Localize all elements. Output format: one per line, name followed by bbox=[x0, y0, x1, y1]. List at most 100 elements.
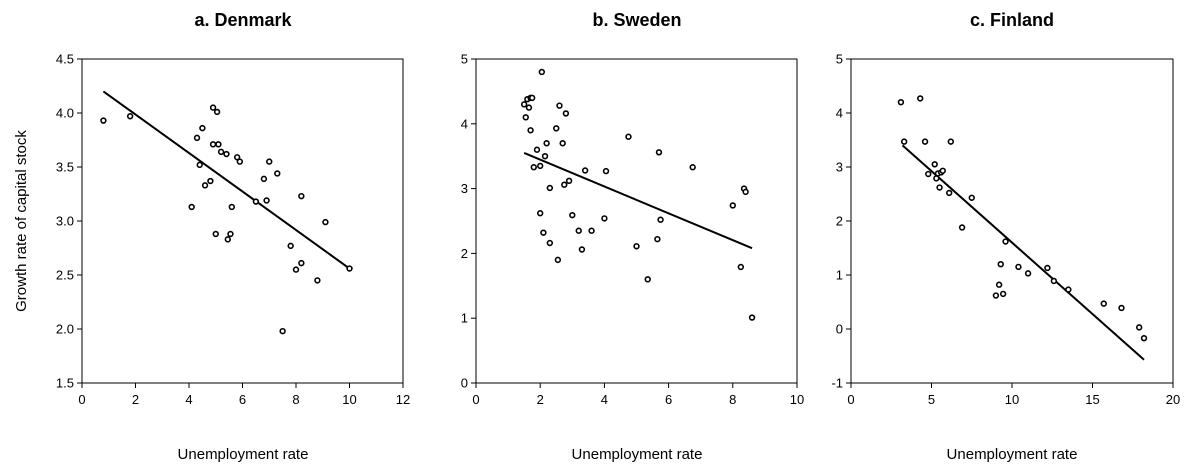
data-point bbox=[1044, 264, 1051, 272]
data-point bbox=[936, 184, 943, 191]
data-point bbox=[569, 211, 576, 219]
data-point bbox=[578, 246, 586, 253]
data-point bbox=[644, 276, 651, 283]
y-tick-label: 5 bbox=[461, 52, 468, 67]
x-tick-label: 6 bbox=[665, 392, 672, 407]
x-tick-label: 8 bbox=[729, 392, 736, 407]
y-tick-label: 2 bbox=[461, 246, 468, 261]
x-axis-label: Unemployment rate bbox=[572, 446, 703, 463]
data-point bbox=[581, 167, 589, 174]
data-point bbox=[925, 170, 932, 178]
y-tick-label: 0 bbox=[836, 322, 843, 337]
data-point bbox=[520, 101, 528, 108]
data-point bbox=[968, 194, 975, 201]
y-tick-label: 4.0 bbox=[56, 106, 74, 121]
x-axis-label: Unemployment rate bbox=[178, 446, 309, 463]
x-tick-label: 2 bbox=[132, 392, 139, 407]
data-point bbox=[252, 198, 260, 205]
data-point bbox=[657, 216, 664, 223]
data-point bbox=[900, 138, 908, 145]
data-point bbox=[536, 210, 544, 217]
data-point bbox=[266, 158, 273, 165]
data-point bbox=[565, 177, 573, 185]
data-point bbox=[602, 167, 610, 175]
data-point bbox=[287, 242, 294, 250]
x-tick-label: 0 bbox=[78, 392, 85, 407]
x-tick-label: 4 bbox=[185, 392, 192, 407]
data-point bbox=[209, 141, 217, 148]
data-point bbox=[217, 148, 225, 156]
x-tick-label: 5 bbox=[928, 392, 935, 407]
data-point bbox=[279, 327, 286, 335]
data-point bbox=[188, 203, 195, 211]
y-axis-label: Growth rate of capital stock bbox=[13, 130, 30, 312]
panel-finland: c. Finland Unemployment rate 0 5 10 15 20-10… bbox=[831, 10, 1180, 463]
data-point bbox=[100, 117, 107, 124]
panel-denmark: a. Denmark Unemployment rate 0 2 4 6 8 10 12 1.… bbox=[56, 10, 410, 463]
data-point bbox=[527, 127, 534, 134]
data-point bbox=[541, 153, 549, 160]
data-point bbox=[193, 134, 201, 142]
y-tick-label: 2 bbox=[836, 214, 843, 229]
data-point bbox=[995, 281, 1003, 288]
x-tick-label: 2 bbox=[537, 392, 544, 407]
data-point bbox=[530, 164, 537, 171]
y-tick-label: -1 bbox=[831, 376, 843, 391]
data-point bbox=[921, 138, 929, 145]
data-point bbox=[575, 227, 582, 234]
data-point bbox=[228, 203, 236, 211]
data-point bbox=[274, 170, 281, 177]
data-point bbox=[263, 197, 270, 204]
data-point bbox=[737, 263, 745, 271]
data-point bbox=[947, 138, 955, 145]
x-axis-label: Unemployment rate bbox=[947, 446, 1078, 463]
data-point bbox=[346, 265, 353, 272]
data-point bbox=[559, 140, 566, 147]
data-point bbox=[207, 177, 214, 185]
y-tick-label: 2.5 bbox=[56, 268, 74, 283]
data-point bbox=[553, 125, 560, 132]
data-point bbox=[223, 150, 230, 158]
y-tick-label: 4 bbox=[461, 116, 468, 131]
data-point bbox=[897, 98, 905, 106]
data-point bbox=[1135, 324, 1143, 331]
data-point bbox=[224, 236, 231, 243]
data-point bbox=[562, 110, 570, 117]
data-point bbox=[654, 235, 661, 243]
data-point bbox=[997, 261, 1004, 268]
y-tick-label: 1 bbox=[461, 311, 468, 326]
x-tick-label: 10 bbox=[342, 392, 356, 407]
data-point bbox=[292, 266, 300, 273]
data-point bbox=[1024, 270, 1032, 277]
x-tick-label: 10 bbox=[1005, 392, 1019, 407]
x-tick-label: 6 bbox=[239, 392, 246, 407]
data-point bbox=[554, 256, 562, 264]
data-point bbox=[633, 243, 640, 250]
data-point bbox=[1118, 304, 1125, 312]
y-tick-label: 5 bbox=[836, 52, 843, 67]
data-point bbox=[215, 141, 222, 148]
data-point bbox=[561, 181, 568, 188]
y-tick-label: 3.5 bbox=[56, 160, 74, 175]
data-point bbox=[533, 146, 541, 153]
data-point bbox=[939, 167, 946, 174]
plot-frame bbox=[475, 58, 798, 384]
data-point bbox=[946, 189, 953, 197]
plot-frame bbox=[850, 58, 1174, 384]
panel-title: b. Sweden bbox=[592, 10, 681, 30]
data-point bbox=[1065, 286, 1072, 293]
data-point bbox=[196, 161, 203, 169]
data-point bbox=[298, 192, 305, 200]
x-tick-label: 12 bbox=[396, 392, 410, 407]
trend-line bbox=[102, 90, 351, 270]
data-point bbox=[233, 154, 241, 161]
data-point bbox=[729, 202, 736, 209]
data-point bbox=[314, 277, 321, 284]
y-tick-label: 0 bbox=[461, 376, 468, 391]
data-point bbox=[126, 113, 134, 120]
x-tick-label: 0 bbox=[472, 392, 479, 407]
y-tick-label: 3.0 bbox=[56, 214, 74, 229]
data-point bbox=[260, 175, 268, 183]
y-tick-label: 2.0 bbox=[56, 322, 74, 337]
x-tick-label: 15 bbox=[1085, 392, 1099, 407]
